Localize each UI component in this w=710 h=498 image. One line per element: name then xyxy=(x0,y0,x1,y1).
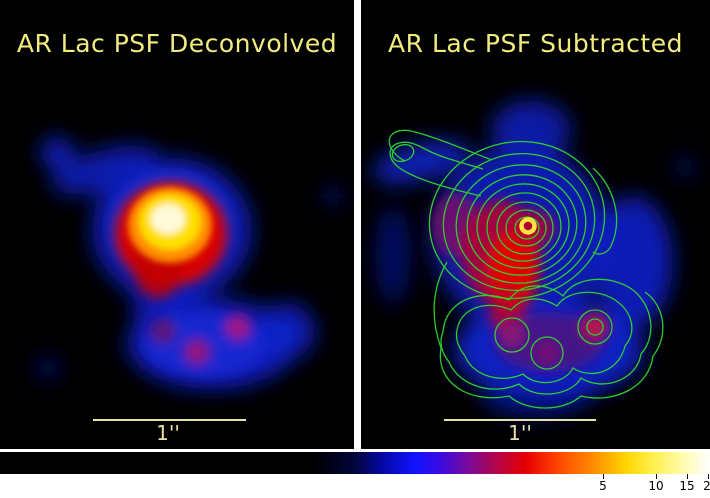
left-scale-bar-label: 1'' xyxy=(156,421,180,445)
deconvolved-image xyxy=(36,137,341,389)
colorbar-tick-20 xyxy=(708,474,709,479)
colorbar-tick-5 xyxy=(603,474,604,479)
right-panel-title: AR Lac PSF Subtracted xyxy=(388,29,683,58)
left-scale-bar xyxy=(93,419,246,421)
right-scale-bar-label: 1'' xyxy=(508,421,532,445)
colorbar-tick-15 xyxy=(687,474,688,479)
colorbar-label-strip: 5 10 15 2 xyxy=(0,474,710,498)
panel-subtracted: AR Lac PSF Subtracted 1'' xyxy=(361,0,710,449)
intensity-contours xyxy=(388,129,664,409)
colorbar-tick-label-10: 10 xyxy=(648,479,664,493)
panel-divider xyxy=(354,0,361,449)
colorbar-tick-label-20: 2 xyxy=(703,479,710,493)
subtracted-image xyxy=(372,100,697,417)
central-source-core xyxy=(128,187,212,263)
panel-deconvolved: AR Lac PSF Deconvolved 1'' xyxy=(0,0,354,449)
colorbar-tick-10 xyxy=(656,474,657,479)
left-panel-title: AR Lac PSF Deconvolved xyxy=(16,29,338,58)
source-position-marker xyxy=(519,217,537,235)
colorbar-tick-label-5: 5 xyxy=(599,479,607,493)
intensity-colorbar xyxy=(0,452,710,474)
horizontal-separator xyxy=(0,449,710,452)
right-scale-bar xyxy=(444,419,596,421)
colorbar-tick-label-15: 15 xyxy=(679,479,695,493)
nebula-red-layer xyxy=(432,193,609,372)
